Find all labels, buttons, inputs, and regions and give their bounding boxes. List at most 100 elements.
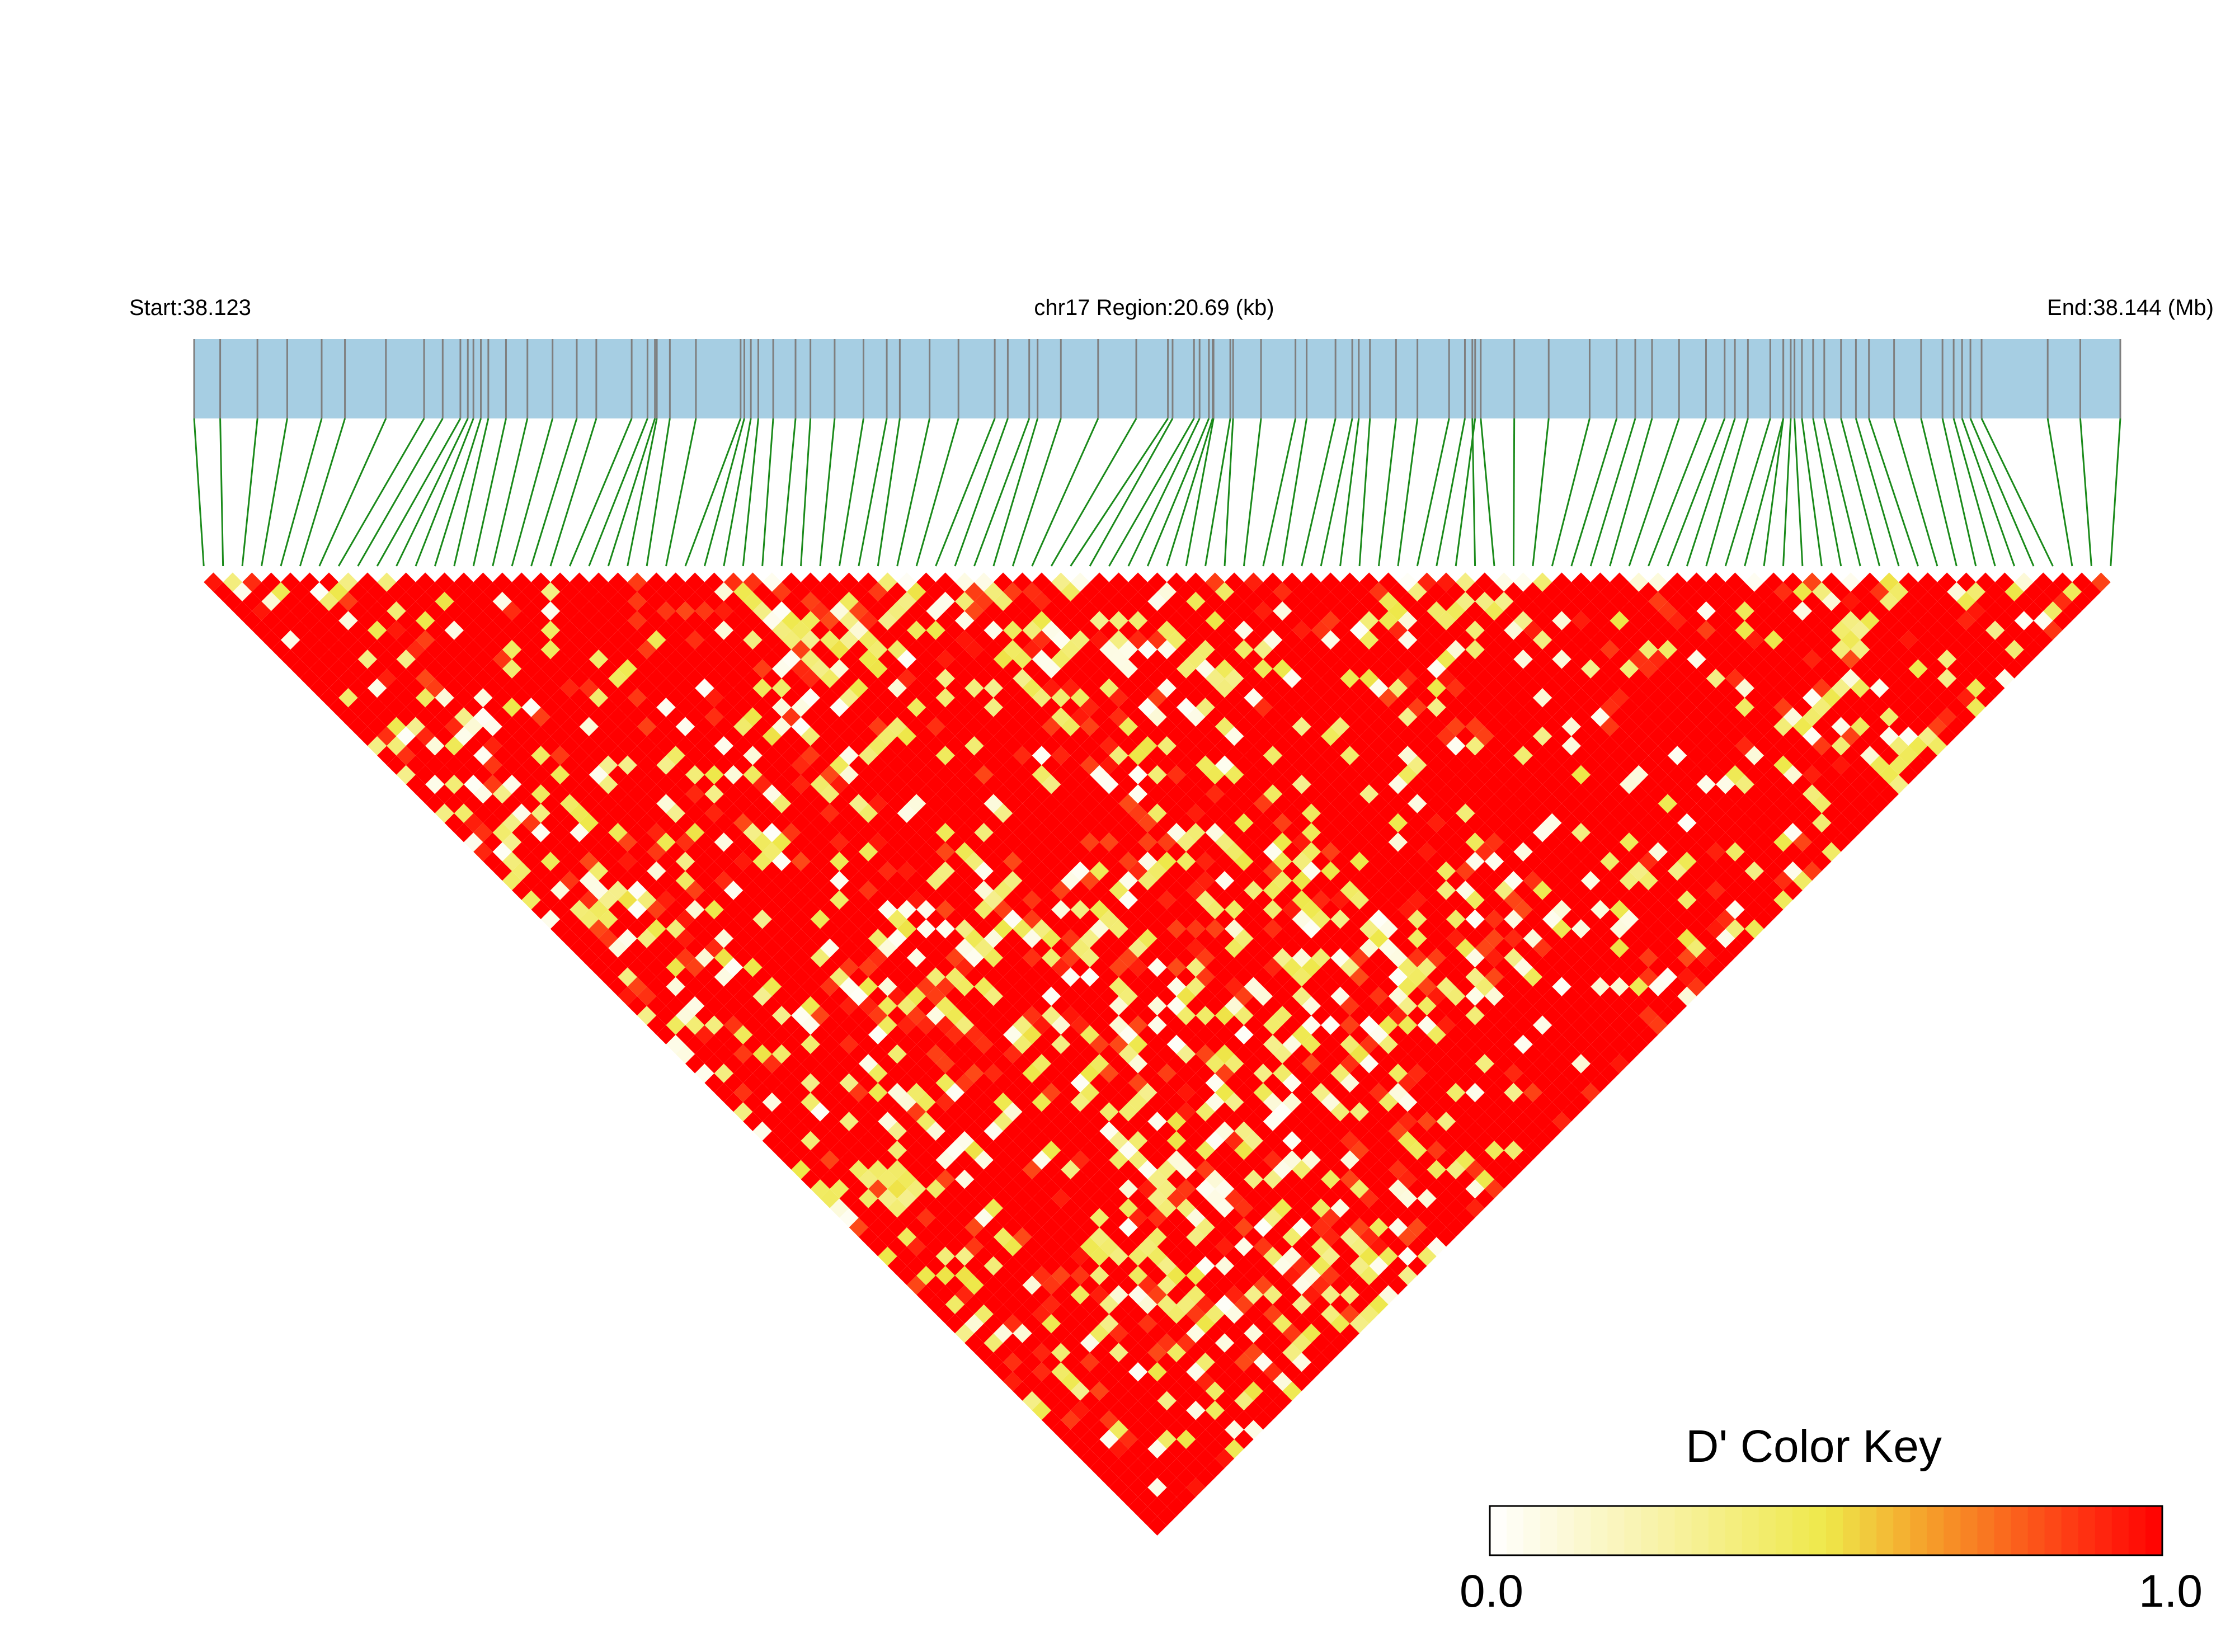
ld-cell-25-35 — [752, 659, 772, 679]
ld-cell-52-82 — [1465, 851, 1485, 872]
ld-cell-46-58 — [1176, 678, 1196, 698]
ld-cell-30-78 — [1215, 1025, 1235, 1044]
ld-cell-43-100 — [1552, 1112, 1571, 1131]
ld-cell-77-96 — [1841, 746, 1861, 765]
ld-cell-50-98 — [1600, 1025, 1620, 1044]
ld-cell-2-30 — [483, 832, 502, 852]
ld-cell-65-97 — [1735, 871, 1754, 891]
ld-cell-23-81 — [1176, 1121, 1196, 1141]
ld-cell-28-99 — [1398, 1246, 1418, 1266]
ld-cell-20-58 — [926, 929, 945, 948]
ld-cell-53-92 — [1571, 938, 1591, 958]
ld-cell-45-62 — [1205, 726, 1225, 746]
ld-cell-12-66 — [926, 1082, 945, 1103]
ld-cell-22-57 — [935, 900, 955, 920]
ld-cell-35-70 — [1186, 900, 1206, 920]
ld-cell-35-61 — [1099, 813, 1119, 833]
ld-cell-67-92 — [1706, 803, 1726, 823]
ld-cell-78-88 — [1773, 659, 1793, 679]
ld-cell-43-63 — [1196, 755, 1215, 775]
ld-cell-7-8 — [319, 572, 339, 592]
ld-cell-11-63 — [887, 1063, 907, 1083]
ld-cell-66-94 — [1715, 832, 1735, 852]
ld-cell-70-76 — [1580, 620, 1601, 640]
ld-cell-56-75 — [1436, 746, 1456, 765]
ld-cell-18-50 — [830, 871, 849, 891]
ld-cell-63-94 — [1687, 861, 1706, 881]
ld-cell-4-89 — [1070, 1381, 1090, 1401]
ld-cell-31-75 — [1196, 986, 1215, 1006]
ld-cell-44-68 — [1253, 794, 1273, 813]
ld-cell-47-89 — [1484, 967, 1504, 987]
ld-cell-47-67 — [1273, 755, 1292, 775]
ld-cell-44-49 — [1070, 611, 1090, 630]
ld-cell-22-26 — [637, 601, 657, 621]
ld-cell-18-79 — [1109, 1150, 1128, 1170]
ld-cell-22-35 — [723, 688, 744, 708]
ld-cell-33-39 — [868, 620, 888, 640]
ld-cell-3-20 — [396, 726, 416, 746]
ld-cell-56-78 — [1465, 774, 1485, 794]
ld-cell-37-54 — [1051, 726, 1071, 746]
ld-cell-6-74 — [945, 1217, 965, 1237]
ld-cell-43-53 — [1099, 659, 1119, 679]
ld-cell-52-93 — [1571, 957, 1591, 977]
ld-cell-11-89 — [1138, 1314, 1158, 1334]
ld-cell-14-85 — [1128, 1246, 1148, 1266]
ld-cell-44-57 — [1147, 688, 1167, 708]
ld-cell-53-75 — [1408, 774, 1427, 794]
ld-cell-16-80 — [1099, 1179, 1119, 1199]
ld-cell-39-49 — [1022, 659, 1042, 679]
ld-cell-57-69 — [1388, 678, 1408, 698]
ld-cell-59-95 — [1658, 909, 1678, 929]
ld-cell-47-56 — [1166, 649, 1187, 669]
ld-cell-1-60 — [762, 1131, 782, 1151]
ld-cell-10-86 — [1099, 1295, 1119, 1314]
ld-cell-15-56 — [858, 957, 878, 977]
ld-cell-74-82 — [1677, 639, 1697, 660]
ld-cell-13-26 — [550, 688, 570, 708]
ld-cell-55-64 — [1321, 649, 1340, 669]
ld-cell-50-59 — [1225, 649, 1244, 669]
ld-cell-1-16 — [338, 707, 358, 727]
ld-cell-53-65 — [1311, 678, 1331, 698]
ld-cell-45-54 — [1128, 649, 1148, 669]
ld-cell-45-75 — [1330, 851, 1350, 872]
ld-cell-30-84 — [1273, 1082, 1292, 1103]
ld-cell-37-42 — [935, 611, 955, 630]
ld-cell-70-93 — [1744, 784, 1765, 804]
ld-cell-8-61 — [839, 1073, 859, 1093]
ld-cell-38-99 — [1494, 1150, 1514, 1170]
ld-cell-56-100 — [1677, 986, 1697, 1006]
ld-cell-6-83 — [1032, 1304, 1052, 1324]
ld-cell-6-69 — [897, 1169, 917, 1189]
ld-cell-1-72 — [878, 1246, 897, 1266]
ld-cell-40-57 — [1109, 726, 1128, 746]
ld-cell-59-82 — [1532, 784, 1552, 804]
ld-cell-7-38 — [608, 861, 628, 881]
ld-cell-26-59 — [993, 881, 1013, 900]
ld-cell-79-88 — [1783, 649, 1803, 669]
ld-cell-2-92 — [1080, 1429, 1100, 1449]
ld-cell-12-81 — [1070, 1227, 1090, 1247]
ld-cell-26-78 — [1176, 1063, 1196, 1083]
ld-cell-81-98 — [1899, 726, 1918, 746]
ld-cell-2-14 — [329, 678, 349, 698]
ld-cell-35-82 — [1301, 1015, 1321, 1035]
ld-cell-54-89 — [1552, 900, 1571, 920]
ld-cell-6-84 — [1041, 1314, 1061, 1334]
ld-cell-72-86 — [1696, 698, 1716, 717]
ld-cell-3-32 — [512, 842, 531, 862]
ld-cell-26-82 — [1215, 1102, 1235, 1122]
ld-cell-16-75 — [1051, 1131, 1071, 1151]
ld-cell-57-82 — [1513, 803, 1533, 823]
ld-cell-44-72 — [1292, 832, 1311, 852]
ld-cell-35-50 — [993, 707, 1013, 727]
ld-cell-9-48 — [723, 938, 744, 958]
ld-cell-41-90 — [1436, 1034, 1456, 1055]
ld-cell-2-67 — [839, 1189, 859, 1208]
ld-cell-34-89 — [1359, 1093, 1379, 1112]
ld-cell-53-94 — [1591, 957, 1610, 977]
ld-cell-40-66 — [1196, 813, 1215, 833]
ld-cell-35-71 — [1196, 909, 1215, 929]
